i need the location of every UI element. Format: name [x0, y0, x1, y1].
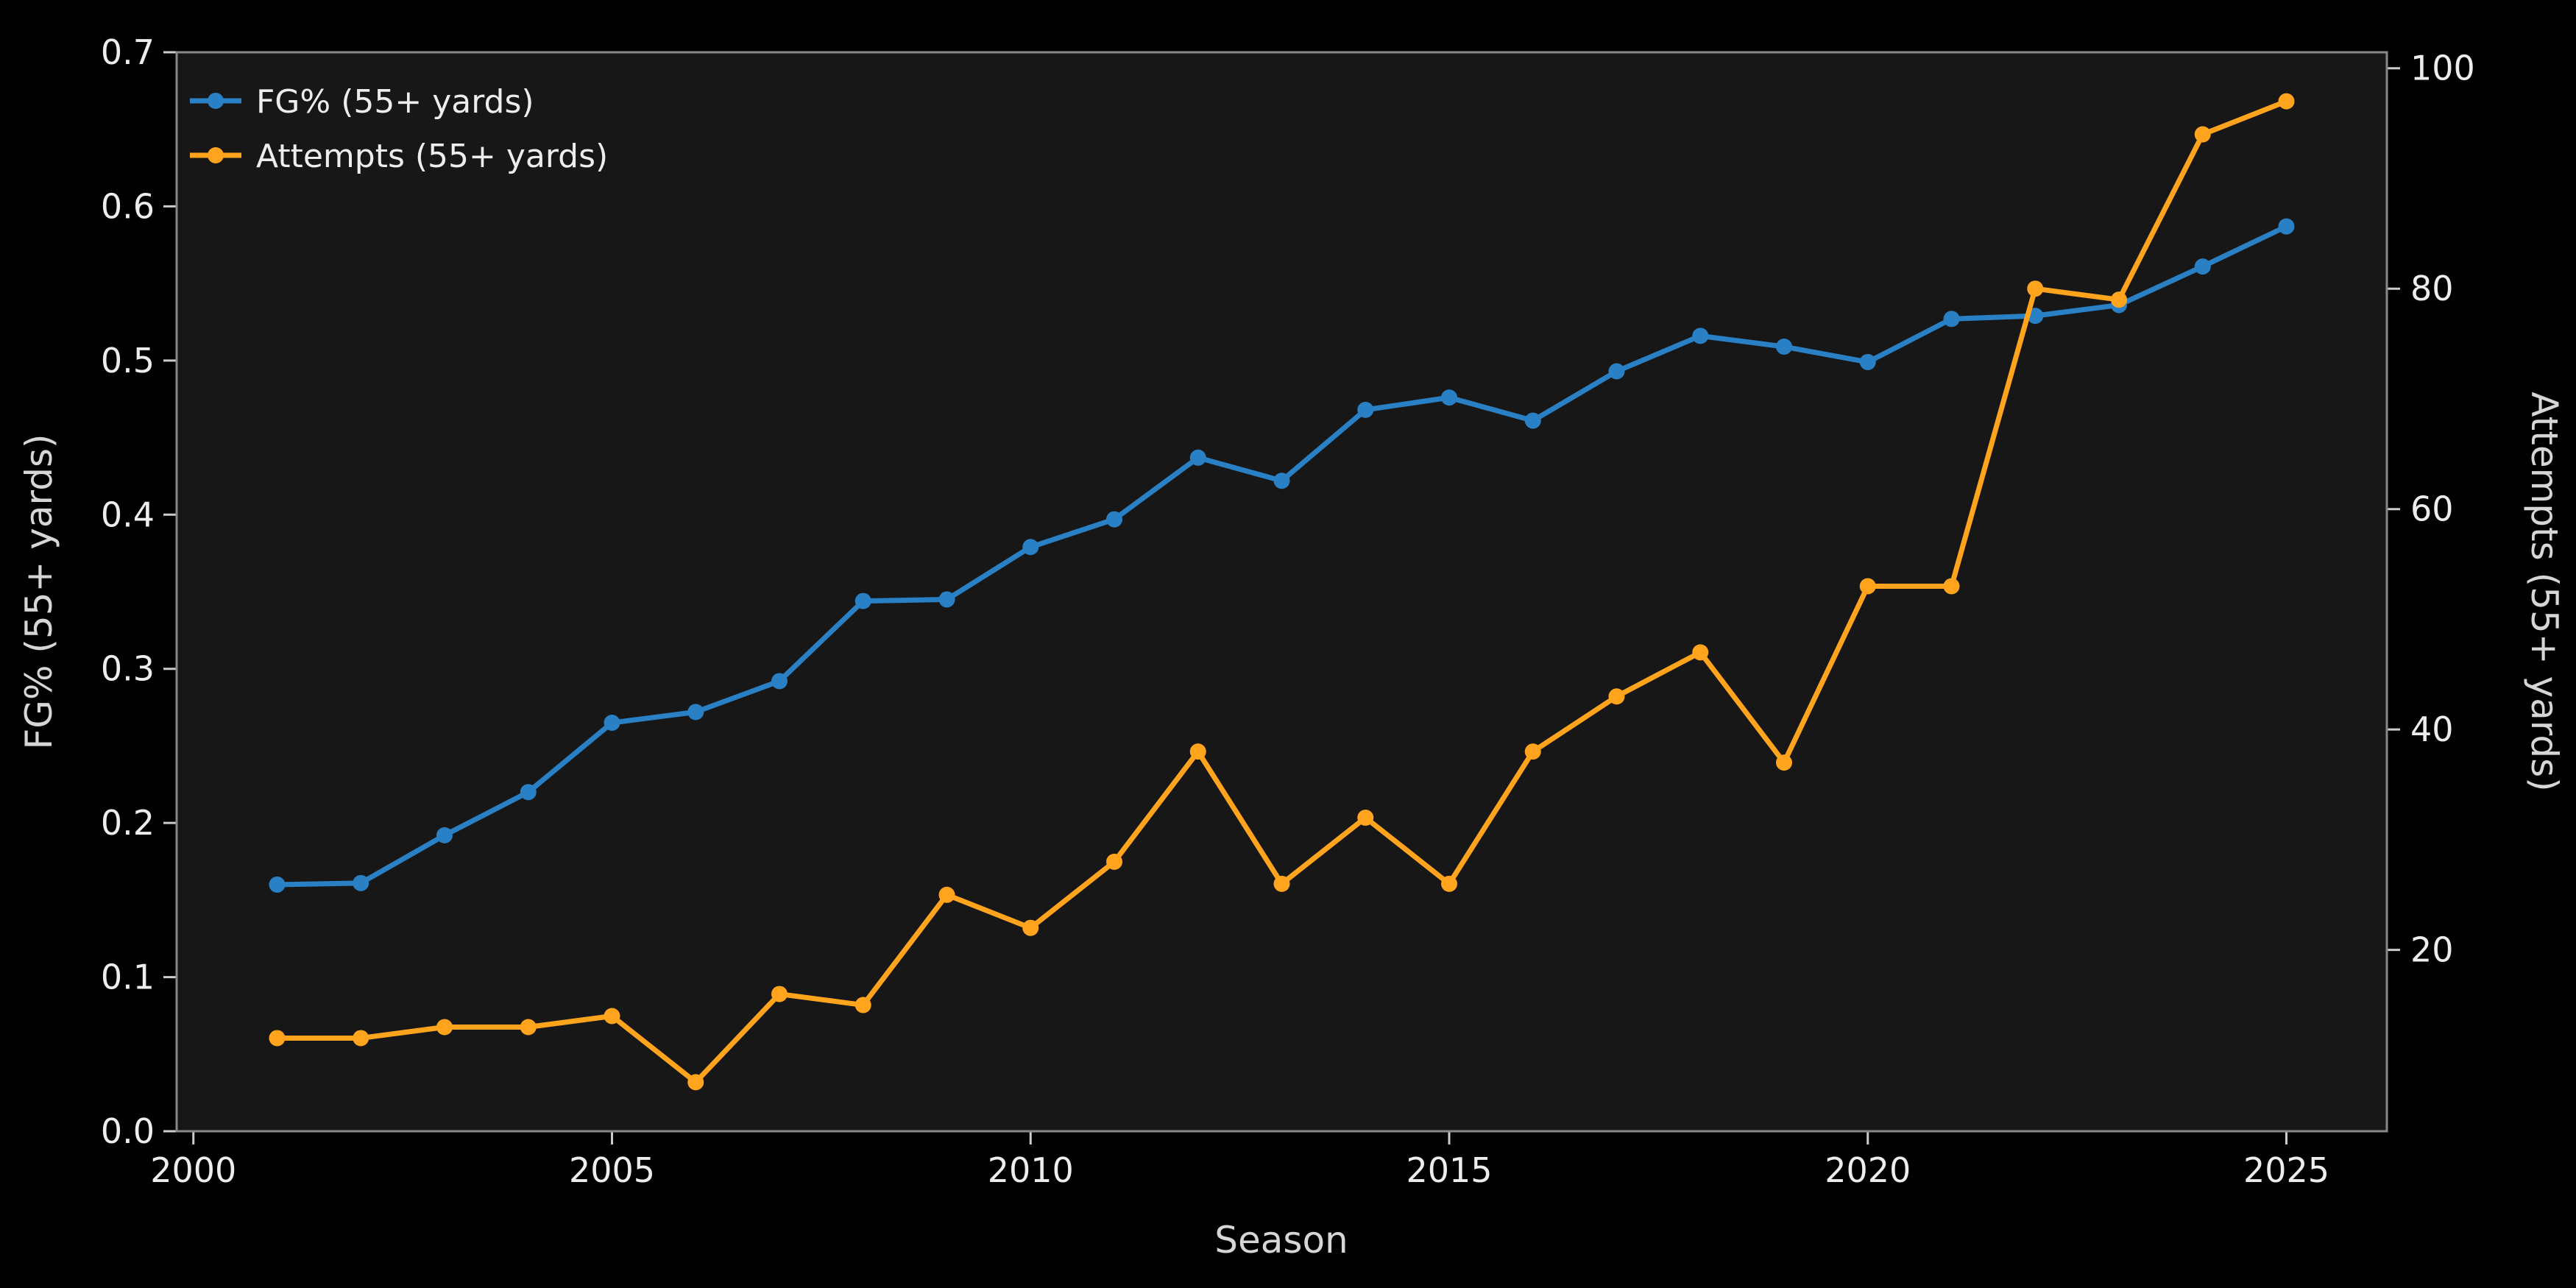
data-point-marker	[1022, 539, 1039, 556]
data-point-marker	[520, 1019, 537, 1036]
data-point-marker	[1692, 328, 1709, 344]
data-point-marker	[1273, 473, 1290, 489]
left-y-tick-label: 0.1	[101, 958, 155, 997]
axes-spines	[175, 51, 2388, 1133]
data-point-marker	[2194, 258, 2211, 275]
right-y-tick-label: 60	[2410, 489, 2454, 529]
data-point-marker	[1357, 401, 1374, 418]
data-point-marker	[1608, 363, 1625, 380]
legend-item-label: Attempts (55+ yards)	[256, 138, 608, 175]
data-point-marker	[938, 591, 955, 608]
data-point-marker	[604, 1008, 620, 1025]
data-point-marker	[1608, 688, 1625, 705]
data-point-marker	[2194, 126, 2211, 143]
data-point-marker	[269, 1030, 286, 1047]
data-point-marker	[1106, 511, 1122, 528]
data-point-marker	[938, 886, 955, 903]
legend: FG% (55+ yards) Attempts (55+ yards)	[190, 83, 608, 175]
data-point-marker	[1859, 353, 1876, 370]
data-point-marker	[1189, 743, 1206, 760]
data-point-marker	[269, 876, 286, 893]
right-y-tick-label: 40	[2410, 710, 2454, 749]
data-point-marker	[1859, 578, 1876, 595]
legend-item-label: FG% (55+ yards)	[256, 83, 534, 121]
data-point-marker	[771, 673, 788, 690]
data-point-marker	[604, 715, 620, 732]
left-y-tick-label: 0.4	[101, 495, 155, 534]
data-point-marker	[353, 874, 369, 891]
left-y-axis-label: FG% (55+ yards)	[18, 434, 60, 749]
data-point-marker	[1943, 311, 1960, 328]
data-point-marker	[771, 986, 788, 1002]
data-point-marker	[854, 592, 871, 609]
data-point-marker	[1776, 339, 1792, 355]
data-point-marker	[436, 827, 453, 843]
legend-key-marker	[208, 93, 224, 109]
data-point-marker	[1524, 743, 1541, 760]
data-point-marker	[687, 1074, 704, 1091]
data-point-marker	[2278, 93, 2295, 110]
data-series	[269, 93, 2295, 1091]
x-tick-label: 2005	[569, 1150, 655, 1190]
data-point-marker	[1189, 449, 1206, 466]
data-point-marker	[1106, 853, 1122, 870]
x-tick-label: 2015	[1406, 1150, 1492, 1190]
right-y-axis-label: Attempts (55+ yards)	[2523, 392, 2566, 791]
data-point-marker	[854, 997, 871, 1013]
data-point-marker	[1524, 412, 1541, 429]
left-y-tick-label: 0.0	[101, 1111, 155, 1151]
data-point-marker	[1776, 754, 1792, 771]
data-point-marker	[353, 1030, 369, 1047]
left-y-tick-label: 0.3	[101, 649, 155, 689]
data-point-marker	[1441, 389, 1457, 406]
data-point-marker	[687, 704, 704, 721]
x-tick-label: 2025	[2243, 1150, 2329, 1190]
data-point-marker	[1943, 578, 1960, 595]
left-y-tick-label: 0.2	[101, 803, 155, 843]
data-point-marker	[2027, 280, 2044, 297]
data-point-marker	[2278, 218, 2295, 235]
x-tick-label: 2000	[150, 1150, 236, 1190]
data-point-marker	[1022, 919, 1039, 936]
plot-area	[177, 52, 2387, 1131]
right-y-tick-label: 100	[2410, 49, 2475, 88]
left-y-tick-label: 0.7	[101, 32, 155, 72]
data-point-marker	[1692, 644, 1709, 661]
x-axis-label: Season	[1214, 1219, 1348, 1262]
right-y-tick-label: 80	[2410, 269, 2454, 308]
x-tick-label: 2010	[988, 1150, 1074, 1190]
left-y-tick-label: 0.5	[101, 341, 155, 381]
x-tick-label: 2020	[1825, 1150, 1911, 1190]
axis-ticks: 2000 2005 2010 2015 2020 2025 0.0 0.1 0.2 0.3 0.4 0…	[101, 32, 2475, 1190]
right-y-tick-label: 20	[2410, 930, 2454, 970]
data-point-marker	[1357, 809, 1374, 826]
left-y-tick-label: 0.6	[101, 186, 155, 226]
data-point-marker	[1441, 875, 1457, 892]
data-point-marker	[520, 784, 537, 801]
data-point-marker	[2111, 291, 2127, 308]
data-point-marker	[1273, 875, 1290, 892]
data-point-marker	[436, 1019, 453, 1036]
legend-key-marker	[208, 147, 224, 163]
